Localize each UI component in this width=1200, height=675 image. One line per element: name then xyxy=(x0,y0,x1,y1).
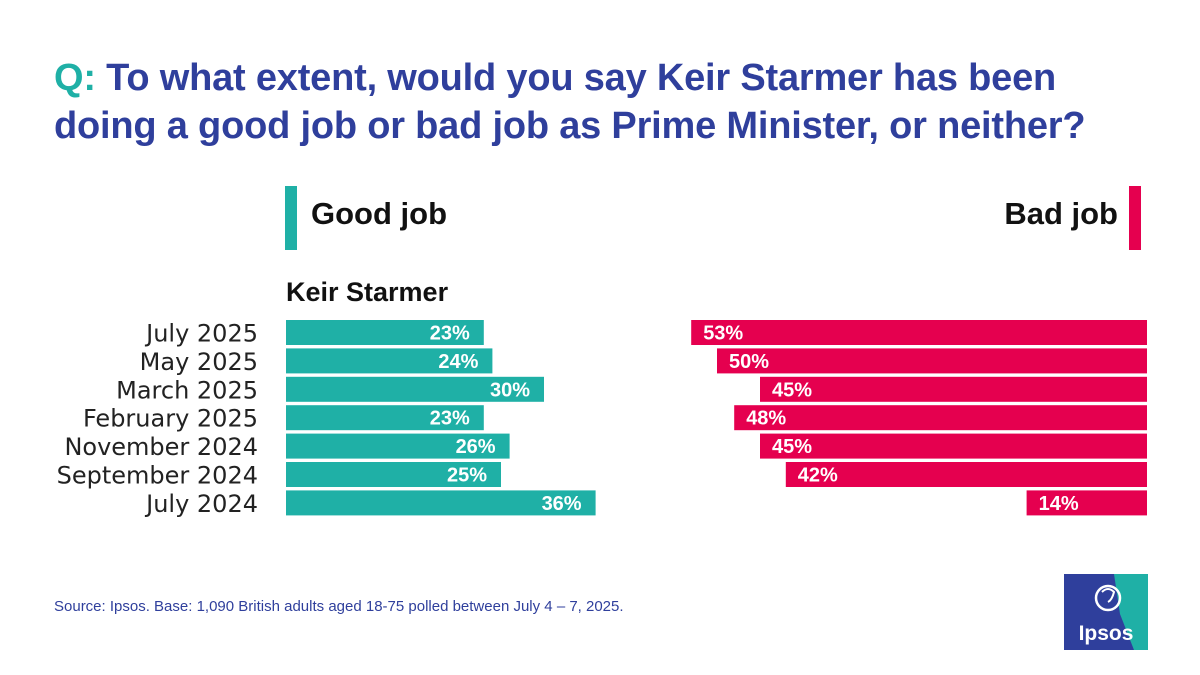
good-bar xyxy=(286,433,510,459)
good-bar-label: 23% xyxy=(430,408,470,430)
good-bar-label: 26% xyxy=(456,436,496,458)
bad-bar xyxy=(785,462,1147,487)
bad-bar xyxy=(691,320,1147,345)
legend-bad-label: Bad job xyxy=(1004,196,1118,231)
bad-bar-label: 45% xyxy=(772,379,812,401)
subject-label: Keir Starmer xyxy=(286,277,449,307)
source-note: Source: Ipsos. Base: 1,090 British adult… xyxy=(54,598,624,615)
good-bar-label: 25% xyxy=(447,465,487,487)
legend-good-label: Good job xyxy=(311,196,448,231)
title-prefix: Q: xyxy=(54,57,96,99)
bad-bar-label: 14% xyxy=(1039,493,1079,515)
bad-bar xyxy=(760,376,1147,402)
bad-bar-label: 53% xyxy=(703,323,743,345)
good-bar-label: 30% xyxy=(490,379,530,401)
legend-good-swatch xyxy=(285,186,297,250)
good-bar xyxy=(286,376,544,402)
category-label: February 2025 xyxy=(83,405,258,433)
bad-bar xyxy=(760,433,1147,459)
chart-title: Q: To what extent, would you say Keir St… xyxy=(54,54,1164,150)
good-bar xyxy=(286,320,484,345)
bad-bar xyxy=(717,348,1147,374)
category-label: September 2024 xyxy=(57,462,258,490)
bad-bar-label: 50% xyxy=(729,351,769,373)
category-label: July 2025 xyxy=(144,320,258,348)
good-bar xyxy=(286,405,484,431)
category-label: March 2025 xyxy=(116,376,258,404)
good-bar xyxy=(286,348,493,374)
logo-text: Ipsos xyxy=(1079,622,1134,645)
category-label: November 2024 xyxy=(64,433,258,461)
good-bar-label: 36% xyxy=(542,493,582,515)
ipsos-logo: Ipsos xyxy=(1064,574,1148,650)
title-text: To what extent, would you say Keir Starm… xyxy=(54,57,1086,147)
legend-bad-swatch xyxy=(1129,186,1141,250)
bad-bar xyxy=(734,405,1147,431)
category-label: May 2025 xyxy=(140,348,258,376)
bad-bar-label: 48% xyxy=(746,408,786,430)
good-bar xyxy=(286,490,596,516)
bad-bar-label: 42% xyxy=(798,465,838,487)
bad-bar xyxy=(1026,490,1147,516)
good-bar-label: 23% xyxy=(430,323,470,345)
good-bar-label: 24% xyxy=(438,351,478,373)
category-label: July 2024 xyxy=(144,490,258,518)
bad-bar-label: 45% xyxy=(772,436,812,458)
good-bar xyxy=(286,462,501,487)
